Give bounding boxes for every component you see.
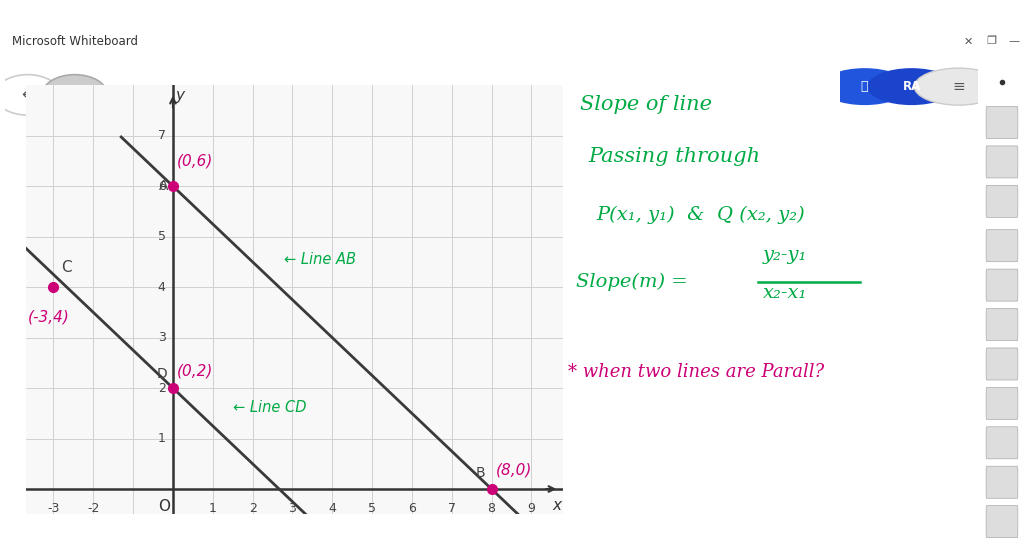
Text: -2: -2: [87, 502, 99, 515]
Text: (-3,4): (-3,4): [28, 310, 70, 325]
Text: y₂-y₁: y₂-y₁: [763, 246, 807, 264]
FancyBboxPatch shape: [986, 505, 1018, 538]
Text: A: A: [159, 179, 168, 193]
FancyBboxPatch shape: [986, 230, 1018, 262]
FancyBboxPatch shape: [986, 348, 1018, 380]
Text: ≡: ≡: [952, 79, 965, 94]
FancyBboxPatch shape: [986, 185, 1018, 217]
Text: D: D: [157, 366, 167, 381]
Circle shape: [820, 68, 909, 105]
Text: 👤: 👤: [861, 80, 868, 93]
Text: x₂-x₁: x₂-x₁: [763, 284, 807, 303]
Text: * when two lines are Parall?: * when two lines are Parall?: [568, 363, 824, 381]
Text: 1: 1: [209, 502, 217, 515]
Text: -3: -3: [47, 502, 59, 515]
Text: x: x: [553, 498, 562, 513]
FancyBboxPatch shape: [986, 107, 1018, 139]
Text: 5: 5: [368, 502, 376, 515]
Circle shape: [0, 75, 60, 115]
Text: (0,2): (0,2): [177, 364, 213, 379]
FancyBboxPatch shape: [986, 309, 1018, 340]
Text: ← Line AB: ← Line AB: [285, 252, 356, 267]
Text: (0,6): (0,6): [177, 153, 213, 168]
Text: 7: 7: [158, 129, 166, 142]
Text: 9: 9: [527, 502, 536, 515]
Text: (8,0): (8,0): [497, 463, 532, 478]
Text: ←: ←: [22, 87, 34, 102]
Text: ← Line CD: ← Line CD: [232, 400, 306, 415]
Text: Passing through: Passing through: [589, 147, 761, 166]
FancyBboxPatch shape: [986, 387, 1018, 420]
Text: Slope of line: Slope of line: [581, 95, 713, 114]
Text: 3: 3: [158, 331, 166, 344]
Circle shape: [867, 68, 955, 105]
Text: —: —: [1009, 36, 1019, 46]
Circle shape: [42, 75, 108, 115]
Text: ↺: ↺: [69, 88, 81, 102]
Text: 3: 3: [289, 502, 296, 515]
Text: RA: RA: [902, 80, 921, 93]
Text: Slope(m) =: Slope(m) =: [577, 273, 694, 291]
Text: 7: 7: [447, 502, 456, 515]
Text: 4: 4: [329, 502, 336, 515]
Text: O: O: [158, 499, 170, 514]
Text: 6: 6: [408, 502, 416, 515]
Text: 2: 2: [158, 382, 166, 394]
Text: 6: 6: [158, 180, 166, 192]
FancyBboxPatch shape: [986, 146, 1018, 178]
FancyBboxPatch shape: [986, 427, 1018, 459]
FancyBboxPatch shape: [986, 466, 1018, 498]
Text: 5: 5: [158, 230, 166, 243]
Text: P(x₁, y₁)  &  Q (x₂, y₂): P(x₁, y₁) & Q (x₂, y₂): [597, 205, 806, 223]
Circle shape: [914, 68, 1002, 105]
Text: ✕: ✕: [964, 36, 974, 46]
FancyBboxPatch shape: [986, 269, 1018, 301]
Text: Microsoft Whiteboard: Microsoft Whiteboard: [12, 35, 138, 48]
Text: 4: 4: [158, 280, 166, 294]
Text: ❐: ❐: [986, 36, 996, 46]
Text: y: y: [175, 88, 184, 103]
Text: 2: 2: [249, 502, 257, 515]
Text: B: B: [476, 466, 485, 480]
Text: 1: 1: [158, 432, 166, 445]
Text: C: C: [61, 260, 72, 274]
Text: 8: 8: [487, 502, 496, 515]
